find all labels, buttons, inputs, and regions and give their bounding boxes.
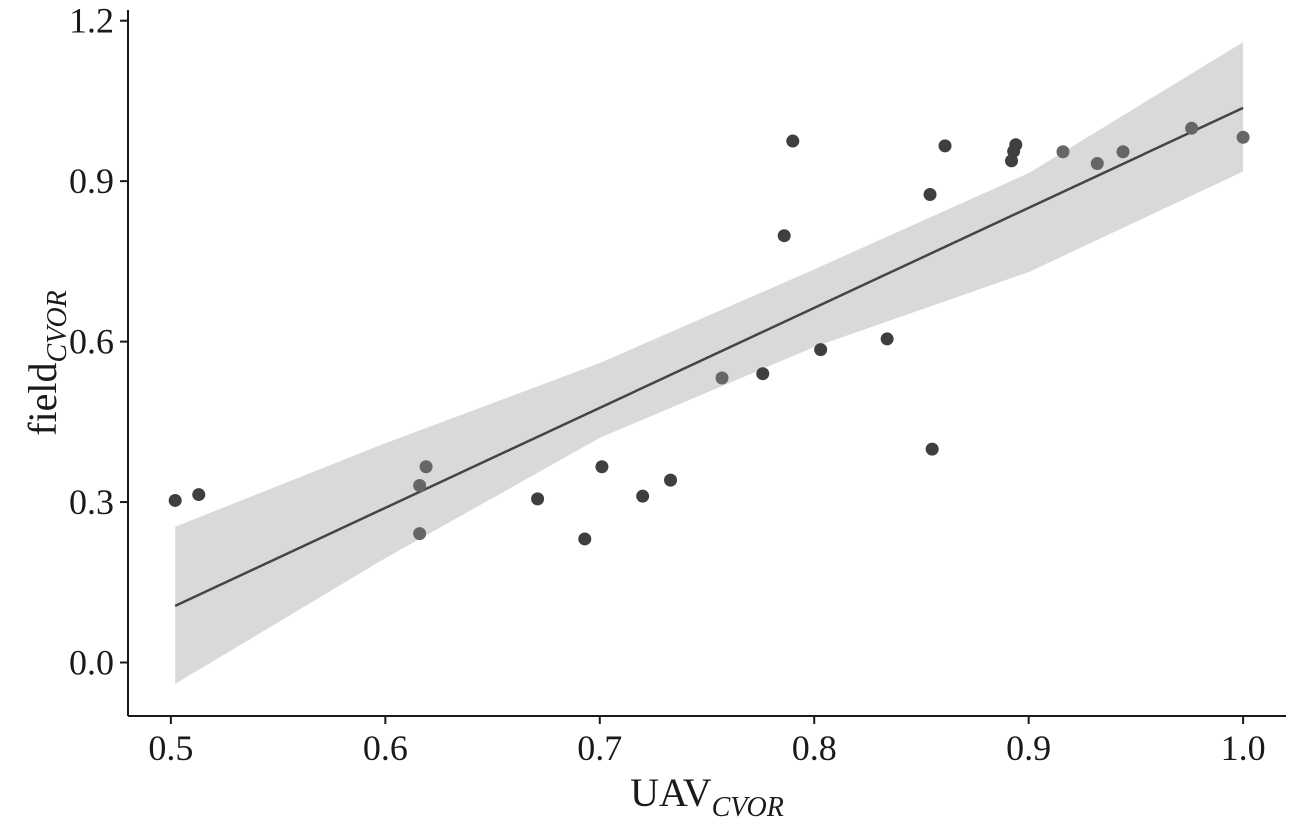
data-point: [715, 371, 729, 385]
y-tick-label: 0.9: [69, 161, 114, 201]
data-point: [925, 442, 939, 456]
confidence-band-layer: [175, 42, 1244, 684]
data-point: [578, 532, 592, 546]
x-tick-label: 0.6: [363, 728, 408, 768]
y-tick-label: 0.3: [69, 482, 114, 522]
y-tick-label: 0.6: [69, 322, 114, 362]
y-axis-title-main: field: [20, 362, 65, 435]
data-point: [413, 478, 427, 492]
data-point: [168, 493, 182, 507]
x-tick-label: 0.7: [577, 728, 622, 768]
data-point: [1116, 145, 1130, 159]
x-tick-label: 0.5: [148, 728, 193, 768]
y-tick-label: 0.0: [69, 643, 114, 683]
data-point: [664, 473, 678, 487]
x-tick-label: 0.8: [792, 728, 837, 768]
data-point: [419, 460, 433, 474]
y-tick-label: 1.2: [69, 1, 114, 41]
x-tick-label: 0.9: [1006, 728, 1051, 768]
data-point: [531, 492, 545, 506]
data-point: [1185, 121, 1199, 135]
confidence-band: [175, 42, 1244, 684]
data-point: [814, 343, 828, 357]
data-point: [1090, 157, 1104, 171]
data-point: [595, 460, 609, 474]
axes-layer: 0.5 0.6 0.7 0.8 0.9 1.0 0.0 0.3 0.6 0.9 1.2: [69, 1, 1286, 768]
data-point: [880, 332, 894, 346]
fit-line-layer: [174, 106, 1244, 607]
data-point: [192, 488, 206, 502]
points-layer: [168, 121, 1250, 546]
data-point: [1056, 145, 1070, 159]
data-point: [636, 489, 650, 503]
x-tick-label: 1.0: [1221, 728, 1266, 768]
x-axis-title: UAVCVOR: [630, 770, 784, 823]
regression-line: [174, 106, 1244, 607]
data-point: [938, 139, 952, 153]
data-point: [786, 134, 800, 148]
y-axis-title-subscript: CVOR: [42, 290, 73, 362]
data-point: [1236, 130, 1250, 144]
y-axis-title: fieldCVOR: [20, 290, 73, 436]
data-point: [756, 367, 770, 381]
x-axis-title-main: UAV: [630, 770, 712, 815]
data-point: [413, 527, 427, 541]
data-point: [1009, 138, 1023, 152]
data-point: [923, 188, 937, 202]
data-point: [777, 229, 791, 243]
x-axis-title-subscript: CVOR: [712, 792, 784, 823]
